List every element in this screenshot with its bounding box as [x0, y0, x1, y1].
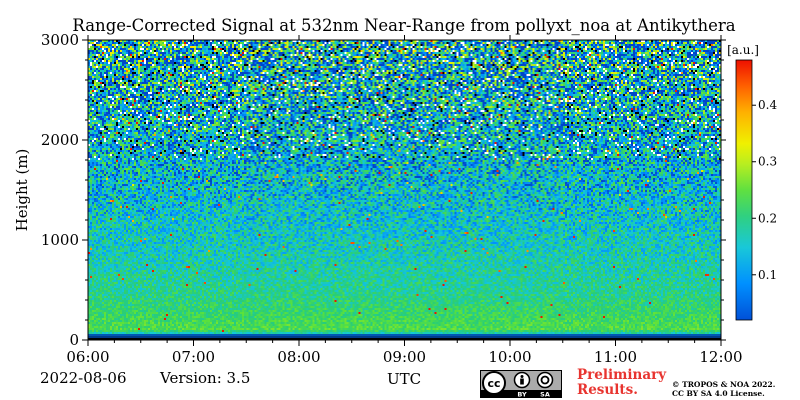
y-tick-label: 3000	[41, 31, 79, 49]
y-axis-label: Height (m)	[13, 149, 31, 232]
copyright-line2: CC BY SA 4.0 License.	[672, 389, 765, 398]
cc-sa-text: SA	[540, 391, 550, 399]
colorbar-label: [a.u.]	[727, 43, 759, 57]
sa-icon	[536, 371, 554, 389]
colorbar-tick-label: 0.1	[758, 268, 777, 282]
colorbar-tick-label: 0.4	[758, 98, 777, 112]
preliminary-line2: Results.	[577, 382, 638, 398]
cc-by-text: BY	[517, 391, 527, 399]
y-tick-label: 2000	[41, 131, 79, 149]
x-tick-label: 12:00	[699, 348, 742, 366]
axes-group: 06:00 07:00 08:00 09:00 10:00 11:00 12:00 0 1000…	[41, 31, 743, 366]
x-tick-label: 07:00	[172, 348, 215, 366]
x-tick-label: 11:00	[594, 348, 637, 366]
preliminary-line1: Preliminary	[577, 367, 667, 383]
copyright-line1: © TROPOS & NOA 2022.	[672, 380, 776, 389]
x-tick-label: 10:00	[488, 348, 531, 366]
y-tick-label: 0	[69, 331, 79, 349]
preliminary-results-note: Preliminary Results.	[577, 368, 666, 398]
colorbar-ticks: 0.1 0.2 0.3 0.4	[752, 98, 777, 282]
cc-by-sa-badge: cc BY SA	[480, 370, 562, 398]
version-label: Version: 3.5	[160, 369, 251, 387]
colorbar-tick-label: 0.2	[758, 211, 777, 225]
colorbar-tick-label: 0.3	[758, 155, 777, 169]
colorbar	[735, 59, 753, 321]
x-tick-label: 08:00	[277, 348, 320, 366]
copyright-note: © TROPOS & NOA 2022. CC BY SA 4.0 Licens…	[672, 380, 775, 398]
date-label: 2022-08-06	[40, 369, 127, 387]
cc-icon	[482, 371, 506, 395]
y-tick-label: 1000	[41, 231, 79, 249]
svg-text:cc: cc	[487, 377, 500, 390]
chart-title: Range-Corrected Signal at 532nm Near-Ran…	[72, 16, 736, 35]
x-tick-label: 09:00	[383, 348, 426, 366]
x-tick-label: 06:00	[66, 348, 109, 366]
x-axis-label: UTC	[387, 370, 421, 388]
heatmap-image	[88, 40, 721, 340]
